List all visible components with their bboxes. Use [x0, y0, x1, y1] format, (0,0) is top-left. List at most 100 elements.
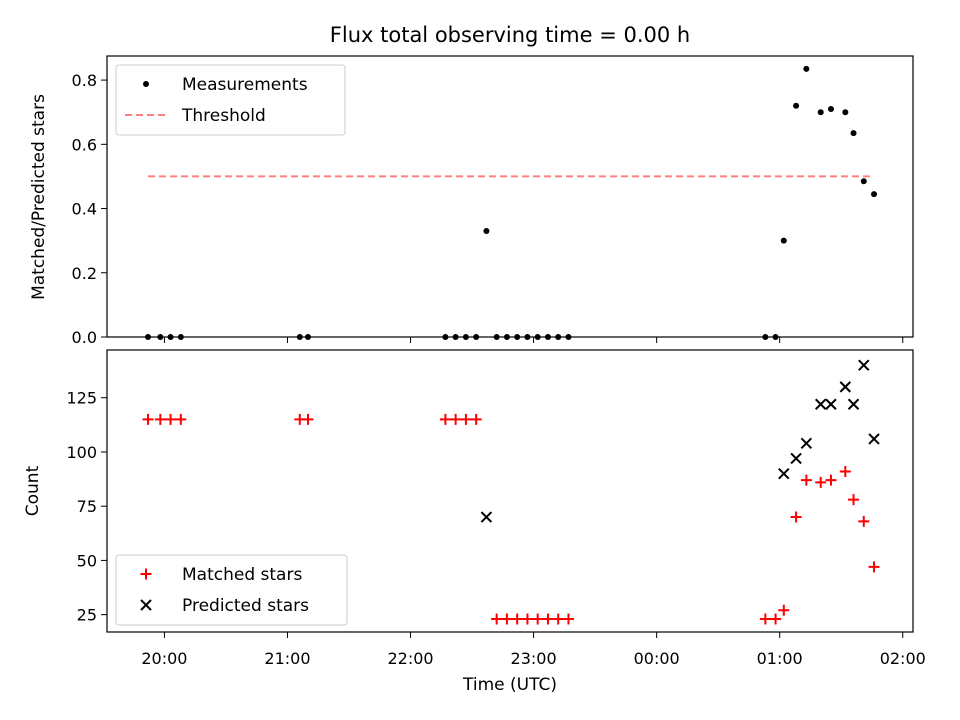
matched-star-point — [142, 413, 154, 425]
predicted-star-point — [839, 381, 852, 393]
measurement-point — [296, 334, 303, 340]
measurement-point — [462, 334, 469, 340]
top-ytick-label: 0.6 — [72, 135, 97, 154]
bottom-y-axis-label: Count — [23, 465, 43, 516]
matched-star-point — [815, 476, 827, 488]
bottom-panel-counts: 25 50 75 100 125 20:00 21:00 22:00 23:00 00:00 01:… — [66, 349, 926, 668]
bottom-axes-frame — [106, 349, 914, 633]
measurement-point — [555, 334, 562, 340]
top-axes-frame — [106, 55, 914, 338]
matched-star-point — [460, 413, 472, 425]
top-legend-swatch — [143, 81, 149, 87]
top-legend-label: Threshold — [181, 106, 266, 126]
measurement-point — [493, 334, 500, 340]
predicted-star-point — [800, 437, 813, 449]
measurement-point — [803, 65, 810, 72]
matched-star-point — [165, 413, 177, 425]
matched-star-point — [848, 494, 860, 506]
bottom-legend-swatch — [140, 568, 152, 580]
measurement-point — [442, 334, 449, 340]
top-legend-label: Measurements — [182, 75, 308, 95]
measurement-point — [304, 334, 311, 340]
matched-star-point — [501, 613, 513, 625]
bottom-legend-label: Predicted stars — [182, 596, 309, 616]
bottom-xtick-label: 23:00 — [511, 649, 557, 668]
measurement-point — [524, 334, 531, 340]
matched-star-point — [450, 413, 462, 425]
top-legend-box — [115, 64, 346, 136]
bottom-legend-box — [115, 554, 348, 626]
bottom-xtick-label: 20:00 — [141, 649, 187, 668]
top-ytick-label: 0.2 — [72, 264, 97, 283]
predicted-star-point — [778, 467, 790, 480]
bottom-ytick-label: 25 — [77, 606, 97, 625]
matched-star-point — [839, 465, 851, 477]
predicted-star-point — [825, 398, 837, 410]
predicted-star-point — [790, 452, 802, 465]
measurement-point — [544, 334, 551, 340]
measurement-point — [842, 109, 849, 116]
bottom-ytick-label: 75 — [77, 497, 97, 516]
bottom-ytick-label: 50 — [77, 551, 97, 570]
top-panel-ratio: 0.0 0.2 0.4 0.6 0.8 Measurements Threshold — [72, 55, 914, 347]
matched-star-point — [491, 613, 503, 625]
matched-star-point — [175, 413, 187, 425]
top-ytick-label: 0.0 — [72, 328, 97, 347]
matched-star-point — [552, 613, 564, 625]
measurement-point — [167, 334, 174, 340]
top-ytick-label: 0.8 — [72, 71, 97, 90]
bottom-ytick-label: 100 — [66, 443, 97, 462]
matched-star-point — [439, 413, 451, 425]
measurement-point — [534, 334, 541, 340]
measurement-point — [772, 334, 779, 340]
matched-star-point — [302, 413, 314, 425]
bottom-xtick-label: 02:00 — [880, 649, 926, 668]
bottom-ytick-label: 125 — [66, 389, 97, 408]
predicted-star-point — [868, 433, 880, 445]
bottom-legend-label: Matched stars — [182, 565, 302, 585]
bottom-xtick-label: 22:00 — [387, 649, 433, 668]
bottom-xtick-label: 01:00 — [757, 649, 803, 668]
matched-star-point — [825, 474, 837, 486]
measurement-point — [145, 334, 152, 340]
matched-star-point — [542, 613, 554, 625]
measurement-point — [514, 334, 521, 340]
matched-star-point — [800, 474, 812, 486]
matched-star-point — [521, 613, 533, 625]
matched-star-point — [562, 613, 574, 625]
measurement-point — [850, 130, 857, 137]
matched-star-point — [770, 613, 782, 625]
matched-star-point — [868, 561, 880, 573]
measurement-point — [177, 334, 184, 340]
measurement-point — [483, 228, 490, 235]
measurement-point — [157, 334, 164, 340]
top-ytick-label: 0.4 — [72, 200, 97, 219]
measurement-point — [762, 334, 769, 340]
predicted-star-point — [815, 398, 827, 410]
measurement-point — [473, 334, 480, 340]
measurement-point — [860, 178, 867, 185]
measurement-point — [452, 334, 459, 340]
predicted-star-point — [858, 359, 870, 371]
matched-star-point — [790, 511, 802, 523]
matched-star-point — [154, 413, 166, 425]
matched-star-point — [532, 613, 544, 625]
matched-star-point — [759, 613, 771, 625]
measurement-point — [827, 105, 834, 112]
measurement-point — [817, 109, 824, 116]
measurement-point — [503, 334, 510, 340]
predicted-star-point — [847, 398, 860, 410]
chart-title: Flux total observing time = 0.00 h — [330, 23, 690, 47]
top-y-axis-label: Matched/Predicted stars — [29, 94, 49, 300]
measurement-point — [871, 191, 878, 198]
bottom-xtick-label: 00:00 — [634, 649, 680, 668]
measurement-point — [780, 237, 787, 244]
bottom-legend-swatch — [140, 599, 152, 611]
matched-star-point — [858, 515, 870, 527]
matched-star-point — [511, 613, 523, 625]
measurement-point — [565, 334, 572, 340]
predicted-star-point — [480, 511, 493, 523]
matched-star-point — [778, 604, 790, 616]
x-axis-label: Time (UTC) — [462, 675, 557, 695]
